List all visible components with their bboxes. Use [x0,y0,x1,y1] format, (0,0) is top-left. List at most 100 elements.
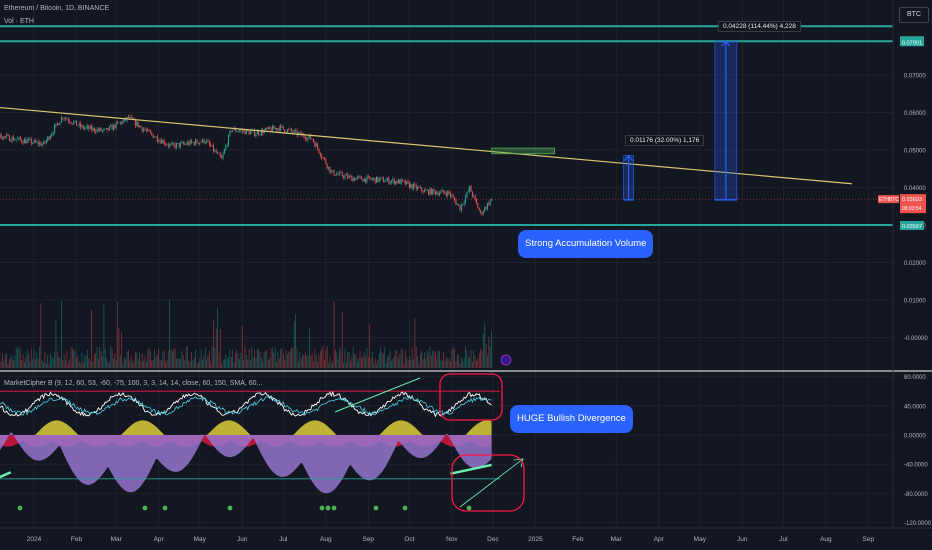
volume-bar [299,352,301,368]
candle-body [473,195,475,197]
candle-body [228,135,230,146]
candle-body [56,123,58,125]
candle-body [141,127,143,131]
candle-body [463,202,465,205]
volume-bar [336,352,338,368]
volume-bar [425,358,427,368]
measure-arrow-head [721,40,731,47]
candle-body [266,128,268,130]
volume-bar [421,350,423,368]
candle-body [291,129,293,132]
volume-bar [40,303,42,368]
volume-bar [292,347,294,368]
current-price-tag-bg [900,194,926,214]
volume-bar [366,347,368,368]
volume-bar [295,313,297,368]
candle-body [330,171,332,173]
volume-bar [350,361,351,368]
candle-body [174,144,176,148]
candle-body [321,155,323,158]
volume-bar [317,362,318,368]
volume-bar [374,358,376,368]
candle-body [166,144,168,146]
time-tick-label: Oct [404,536,414,543]
candle-body [3,136,5,140]
candle-body [282,126,284,130]
candle-body [389,182,391,184]
time-tick-label: Jul [279,536,288,543]
candle-body [486,203,488,209]
divergence-line [450,463,492,475]
candle-body [202,139,204,142]
candle-body [234,128,236,132]
volume-bar [339,347,340,368]
volume-bar [329,356,331,368]
volume-bar [248,349,250,368]
candle-body [347,174,349,178]
volume-bar [210,362,212,368]
candle-body [6,135,8,137]
volume-bar [407,360,409,368]
volume-bar [384,346,386,368]
candle-body [334,175,336,176]
candle-body [117,122,119,124]
measure-small-label: 0.01176 (32.00%) 1,176 [625,135,705,146]
volume-bar [271,347,273,368]
candle-body [403,180,405,182]
volume-bar [463,358,465,368]
highlight-circle [451,454,525,512]
volume-bar [67,363,69,368]
measure-large-label: 0.04228 (114.44%) 4,228 [718,21,801,32]
candle-body [89,125,91,129]
volume-bar [126,351,128,368]
volume-bar [102,356,103,368]
time-tick-label: Dec [487,536,499,543]
volume-bar [103,304,105,368]
time-tick-label: May [694,536,707,543]
candle-body [43,141,45,145]
candle-body [60,117,62,123]
volume-bar [87,349,88,368]
candle-body [304,137,306,140]
level-price-tag: 0.07901 [902,40,922,46]
volume-bar [388,354,390,368]
candle-body [34,140,36,143]
candle-body [160,140,162,144]
candle-body [82,125,84,129]
volume-bar [96,347,98,368]
accumulation-callout: Strong Accumulation Volume [518,230,654,258]
volume-bar [19,349,21,368]
candle-body [86,126,88,128]
candle-body [292,131,294,133]
volume-bar [119,355,121,368]
time-tick-label: 2024 [27,536,42,543]
volume-bar [17,348,18,368]
volume-bar [439,351,440,368]
candle-body [345,174,347,176]
candle-body [154,137,156,138]
oscillator-pane [0,373,525,512]
volume-bar [265,350,266,368]
volume-bar [250,360,251,368]
support-price-tag: 0.03597 [902,224,922,230]
price-tick-label: 0.01000 [904,299,926,305]
candle-body [121,122,123,124]
volume-bar [318,354,320,368]
volume-bar [24,362,25,368]
time-tick-label: Mar [611,536,623,543]
candle-body [432,189,434,195]
candle-body [318,148,320,153]
volume-bar [174,348,176,368]
candle-body [189,140,191,145]
candle-body [373,178,375,179]
candle-body [326,164,328,169]
candle-body [355,178,357,181]
candle-body [344,175,346,178]
volume-bar [13,360,14,368]
osc-tick-label: 40.0000 [904,404,926,410]
candle-body [481,211,483,215]
volume-bar [340,349,342,368]
volume-bar [89,360,91,368]
currency-button[interactable]: BTC [899,7,929,23]
